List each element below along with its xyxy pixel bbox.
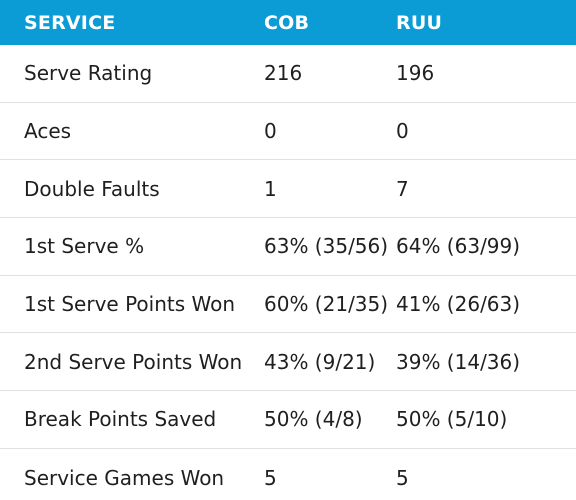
player2-value: 0 [396, 119, 409, 144]
stat-label: 1st Serve % [24, 234, 145, 259]
player1-value: 60% (21/35) [264, 292, 389, 317]
stat-label: Serve Rating [24, 61, 153, 86]
stat-label: Service Games Won [24, 465, 225, 490]
table-header: SERVICE COB RUU [0, 0, 576, 45]
player1-value: 0 [264, 119, 277, 144]
player1-value: 50% (4/8) [264, 407, 363, 432]
player2-value: 39% (14/36) [396, 349, 521, 374]
table-row: Break Points Saved 50% (4/8) 50% (5/10) [0, 391, 576, 449]
table-row: 1st Serve Points Won 60% (21/35) 41% (26… [0, 276, 576, 334]
player1-value: 1 [264, 176, 277, 201]
stat-label: 2nd Serve Points Won [24, 349, 243, 374]
player1-value: 216 [264, 61, 303, 86]
stat-label: Aces [24, 119, 72, 144]
player2-value: 196 [396, 61, 435, 86]
player1-value: 5 [264, 465, 277, 490]
section-title: SERVICE [24, 11, 116, 34]
table-row: 1st Serve % 63% (35/56) 64% (63/99) [0, 218, 576, 276]
table-row: 2nd Serve Points Won 43% (9/21) 39% (14/… [0, 333, 576, 392]
player1-value: 43% (9/21) [264, 349, 376, 374]
stat-label: Double Faults [24, 176, 160, 201]
table-row: Double Faults 1 7 [0, 160, 576, 219]
stat-label: 1st Serve Points Won [24, 292, 236, 317]
table-row: Aces 0 0 [0, 103, 576, 161]
player1-value: 63% (35/56) [264, 234, 389, 259]
table-row: Service Games Won 5 5 [0, 449, 576, 500]
player2-value: 64% (63/99) [396, 234, 521, 259]
player2-value: 5 [396, 465, 409, 490]
player2-value: 7 [396, 176, 409, 201]
player2-header: RUU [396, 11, 443, 34]
table-row: Serve Rating 216 196 [0, 45, 576, 103]
stat-label: Break Points Saved [24, 407, 217, 432]
player2-value: 41% (26/63) [396, 292, 521, 317]
player2-value: 50% (5/10) [396, 407, 508, 432]
player1-header: COB [264, 11, 310, 34]
